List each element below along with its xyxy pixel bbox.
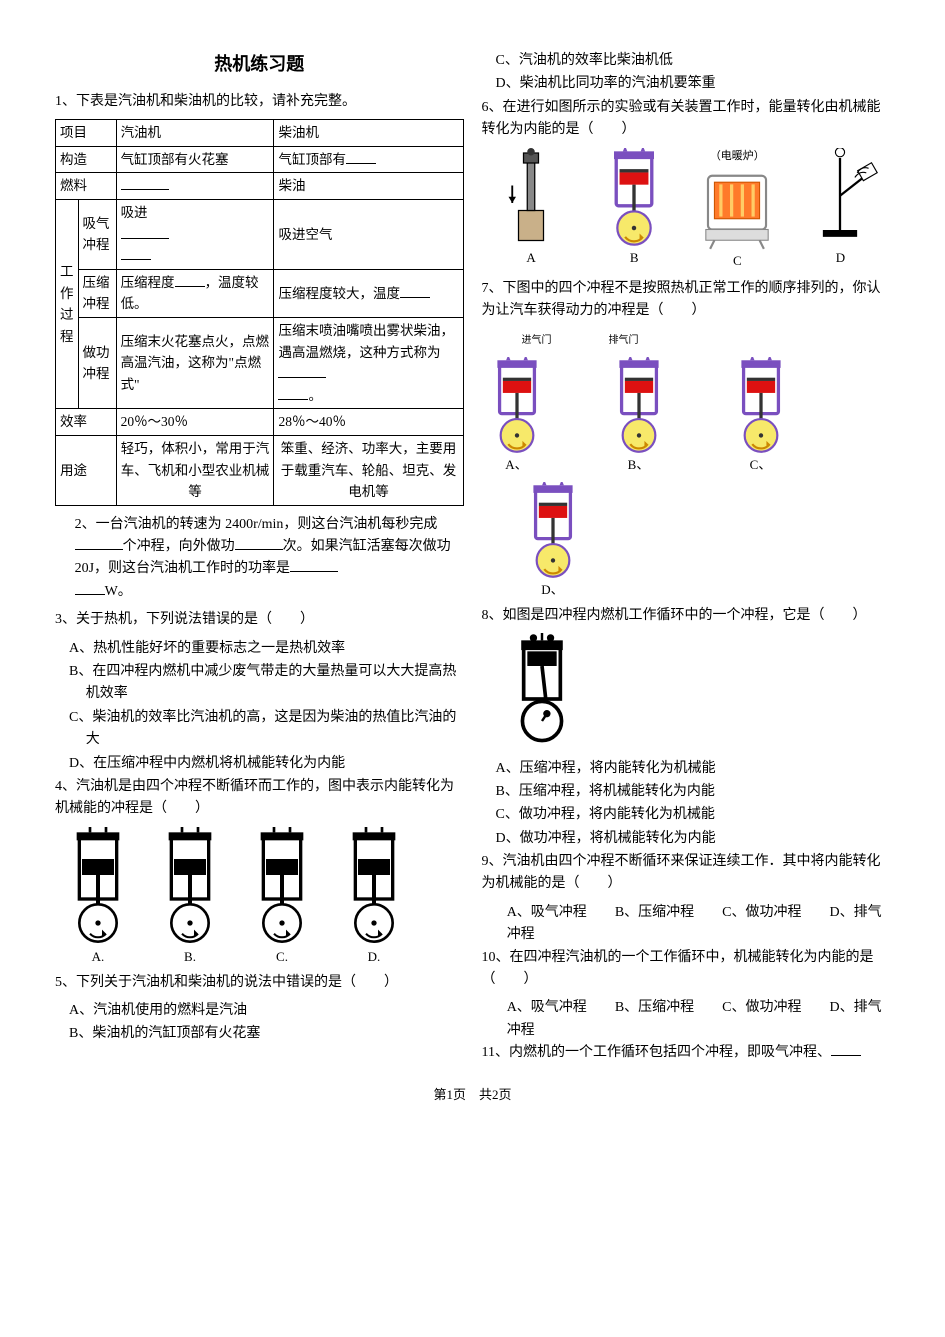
cell-fuel-diesel: 柴油 [274, 173, 463, 200]
row-eff: 效率 [56, 409, 117, 436]
q1-stem: 1、下表是汽油机和柴油机的比较，请补充完整。 [55, 91, 464, 113]
q5-stem: 5、下列关于汽油机和柴油机的说法中错误的是（ ） [55, 972, 464, 994]
q11-stem: 11、内燃机的一个工作循环包括四个冲程，即吸气冲程、 [482, 1042, 891, 1064]
cell-intake-diesel: 吸进空气 [274, 199, 463, 269]
th-diesel: 柴油机 [274, 120, 463, 147]
cell-power-diesel: 压缩末喷油嘴喷出雾状柴油，遇高温燃烧，这种方式称为。 [274, 317, 463, 408]
q9-stem: 9、汽油机由四个冲程不断循环来保证连续工作．其中将内能转化为机械能的是（ ） [482, 851, 891, 896]
q4-fig-d-icon [331, 827, 417, 947]
q6-fig-d-icon [800, 148, 880, 248]
page-title: 热机练习题 [55, 50, 464, 79]
q4-label-c: C. [276, 947, 288, 968]
q10-opts: A、吸气冲程 B、压缩冲程 C、做功冲程 D、排气冲程 [482, 997, 891, 1042]
q6-heater-label: （电暖炉） [710, 148, 765, 166]
q7-label-c: C、 [750, 455, 772, 476]
q4-fig-a-icon [55, 827, 141, 947]
cell-fuel-gas [116, 173, 274, 200]
q4-label-b: B. [184, 947, 196, 968]
q6-figures: A B （电暖炉） C [482, 148, 891, 272]
row-intake: 吸气冲程 [78, 199, 116, 269]
q4-stem: 4、汽油机是由四个冲程不断循环而工作的，图中表示内能转化为机械能的冲程是（ ） [55, 776, 464, 821]
row-struct: 构造 [56, 146, 117, 173]
q7-valve-labels: 进气门 排气门 [482, 329, 891, 351]
q5-b: B、柴油机的汽缸顶部有火花塞 [55, 1023, 464, 1045]
q7-label-b: B、 [628, 455, 650, 476]
q8-stem: 8、如图是四冲程内燃机工作循环中的一个冲程，它是（ ） [482, 605, 891, 627]
cell-struct-gas: 气缸顶部有火花塞 [116, 146, 274, 173]
cell-use-gas: 轻巧，体积小，常用于汽车、飞机和小型农业机械等 [116, 435, 274, 505]
q3-stem: 3、关于热机，下列说法错误的是（ ） [55, 609, 464, 631]
q1-table: 项目 汽油机 柴油机 构造 气缸顶部有火花塞 气缸顶部有 燃料 柴油 工作过程 … [55, 119, 464, 506]
th-gas: 汽油机 [116, 120, 274, 147]
cell-comp-diesel: 压缩程度较大，温度 [274, 269, 463, 317]
row-comp: 压缩冲程 [78, 269, 116, 317]
q6-stem: 6、在进行如图所示的实验或有关装置工作时，能量转化由机械能转化为内能的是（ ） [482, 97, 891, 142]
q9-opts: A、吸气冲程 B、压缩冲程 C、做功冲程 D、排气冲程 [482, 902, 891, 947]
q4-label-d: D. [368, 947, 381, 968]
q5-c: C、汽油机的效率比柴油机低 [482, 50, 891, 72]
q8-figure [482, 633, 891, 751]
q6-label-b: B [630, 248, 639, 269]
q7-fig-d-icon [518, 482, 588, 580]
q5-d: D、柴油机比同功率的汽油机要笨重 [482, 73, 891, 95]
page-footer: 第1页 共2页 [55, 1085, 890, 1106]
row-work: 工作过程 [56, 199, 79, 408]
th-item: 项目 [56, 120, 117, 147]
cell-intake-gas: 吸进 [116, 199, 274, 269]
q7-fig-a-icon [482, 357, 552, 455]
q6-label-a: A [526, 248, 535, 269]
q7-figures-row1: A、 B、 C、 [482, 357, 891, 476]
q4-fig-c-icon [239, 827, 325, 947]
q7-fig-b-icon [604, 357, 674, 455]
q4-fig-b-icon [147, 827, 233, 947]
q7-fig-c-icon [726, 357, 796, 455]
q7-label-d: D、 [541, 580, 563, 601]
q8-b: B、压缩冲程，将机械能转化为内能 [482, 781, 891, 803]
cell-use-diesel: 笨重、经济、功率大，主要用于载重汽车、轮船、坦克、发电机等 [274, 435, 463, 505]
q4-figures: A. B. C. D. [55, 827, 464, 968]
q6-fig-b-icon [594, 148, 674, 248]
q3-d: D、在压缩冲程中内燃机将机械能转化为内能 [55, 753, 464, 775]
cell-comp-gas: 压缩程度，温度较低。 [116, 269, 274, 317]
cell-power-gas: 压缩末火花塞点火，点燃高温汽油，这称为"点燃式" [116, 317, 274, 408]
q6-label-d: D [836, 248, 845, 269]
row-power: 做功冲程 [78, 317, 116, 408]
q8-fig-icon [502, 633, 582, 743]
q8-d: D、做功冲程，将机械能转化为内能 [482, 828, 891, 850]
q10-stem: 10、在四冲程汽油机的一个工作循环中，机械能转化为内能的是（ ） [482, 947, 891, 992]
q7-figures-row2: D、 [482, 482, 891, 601]
q6-fig-c-icon [697, 165, 777, 251]
q6-fig-a-icon [491, 148, 571, 248]
q4-label-a: A. [92, 947, 105, 968]
q8-c: C、做功冲程，将内能转化为机械能 [482, 804, 891, 826]
row-fuel: 燃料 [56, 173, 117, 200]
q6-label-c: C [733, 251, 742, 272]
row-use: 用途 [56, 435, 117, 505]
cell-eff-diesel: 28％～40％ [274, 409, 463, 436]
q7-label-a: A、 [505, 455, 527, 476]
q2: 2、一台汽油机的转速为 2400r/min，则这台汽油机每秒完成个冲程，向外做功… [55, 514, 464, 604]
q3-c: C、柴油机的效率比汽油机的高，这是因为柴油的热值比汽油的大 [55, 707, 464, 752]
q7-stem: 7、下图中的四个冲程不是按照热机正常工作的顺序排列的，你认为让汽车获得动力的冲程… [482, 278, 891, 323]
q8-a: A、压缩冲程，将内能转化为机械能 [482, 758, 891, 780]
q3-a: A、热机性能好坏的重要标志之一是热机效率 [55, 638, 464, 660]
cell-eff-gas: 20％～30％ [116, 409, 274, 436]
cell-struct-diesel: 气缸顶部有 [274, 146, 463, 173]
q3-b: B、在四冲程内燃机中减少废气带走的大量热量可以大大提高热机效率 [55, 661, 464, 706]
q5-a: A、汽油机使用的燃料是汽油 [55, 1000, 464, 1022]
